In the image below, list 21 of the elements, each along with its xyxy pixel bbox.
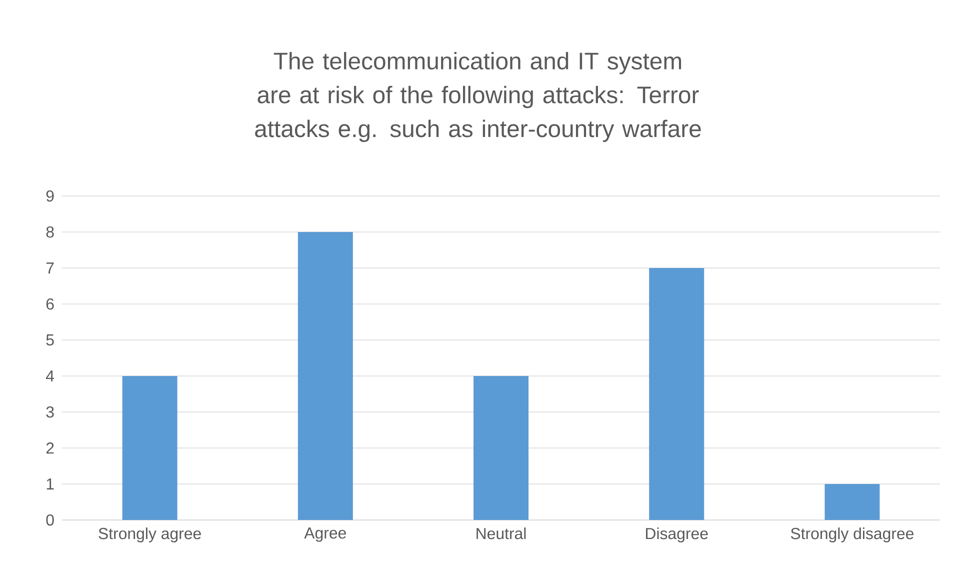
y-tick-label: 0 xyxy=(46,514,54,526)
bar xyxy=(474,376,529,520)
bar xyxy=(649,268,704,520)
x-tick-label: Strongly disagree xyxy=(790,528,914,542)
x-tick-label: Disagree xyxy=(646,528,708,542)
chart-title: The telecommunication and IT system are at risk of the following attacks: Terror attacks e.g. such as inter-country warfare xyxy=(255,52,701,142)
y-tick-label: 8 xyxy=(46,226,54,238)
x-tick-label: Neutral xyxy=(476,528,526,540)
y-tick-label: 7 xyxy=(46,262,54,274)
y-tick-label: 9 xyxy=(46,190,54,202)
x-tick-label: Agree xyxy=(304,528,346,542)
bar xyxy=(298,232,353,520)
bar xyxy=(824,484,880,520)
y-tick-label: 1 xyxy=(46,478,54,490)
bar xyxy=(122,376,178,520)
y-tick-label: 4 xyxy=(46,370,54,382)
y-tick-label: 5 xyxy=(46,334,54,346)
x-tick-label: Strongly agree xyxy=(98,528,201,542)
y-tick-label: 2 xyxy=(46,442,54,454)
y-tick-label: 6 xyxy=(46,298,54,310)
y-tick-label: 3 xyxy=(46,406,54,418)
